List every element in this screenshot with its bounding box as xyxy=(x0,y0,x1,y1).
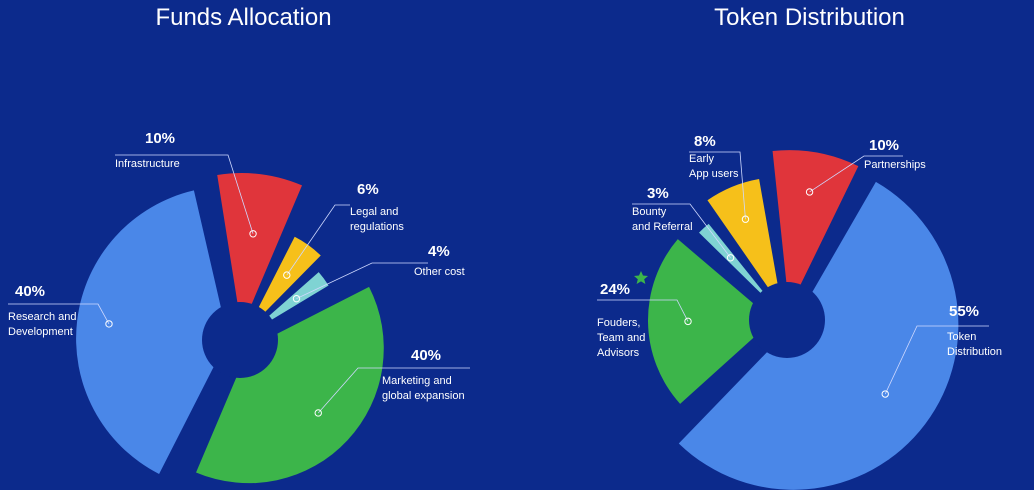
slice-infrastructure xyxy=(217,173,303,308)
leader-dot xyxy=(249,230,257,238)
leader-line xyxy=(286,204,350,276)
slice-other-cost xyxy=(266,272,329,322)
funds-allocation-chart: Funds Allocation 40% Research and Developm… xyxy=(8,4,470,484)
slice-label: Development xyxy=(8,326,73,338)
slice-label: Fouders, xyxy=(597,317,640,329)
leader-line xyxy=(597,299,689,322)
percent-label: 8% xyxy=(694,133,716,150)
percent-label: 40% xyxy=(411,347,441,364)
chart-title: Token Distribution xyxy=(714,4,905,31)
leader-line xyxy=(632,203,731,259)
star-icon xyxy=(634,271,648,284)
leader-dot xyxy=(314,409,322,417)
leader-dot xyxy=(726,254,735,262)
percent-label: 10% xyxy=(145,130,175,147)
slice-legal-and-regulations xyxy=(257,236,321,315)
slice-label: Marketing and xyxy=(382,375,452,387)
chart-title: Funds Allocation xyxy=(155,4,332,31)
slice-label: Research and xyxy=(8,311,77,323)
slice-label: Other cost xyxy=(414,266,465,278)
leader-dot xyxy=(741,215,750,223)
slice-early-app-users xyxy=(707,179,778,289)
leader-line xyxy=(809,155,903,193)
slice-label: Legal and xyxy=(350,206,398,218)
leader-dot xyxy=(292,294,301,303)
funds-allocation-pie: 40% Research and Development 10% Infrastruct… xyxy=(8,130,470,484)
slice-label: and Referral xyxy=(632,221,693,233)
leader-dot xyxy=(105,320,113,328)
slice-label: Partnerships xyxy=(864,159,926,171)
slice-research-and-development xyxy=(76,190,224,474)
slice-partnerships xyxy=(772,150,859,289)
percent-label: 24% xyxy=(600,281,630,298)
leader-dot xyxy=(283,271,291,279)
percent-label: 4% xyxy=(428,243,450,260)
slice-marketing-and-global-expansion xyxy=(196,286,384,484)
slice-label: global expansion xyxy=(382,390,465,402)
slice-label: Bounty xyxy=(632,206,667,218)
center-hole xyxy=(749,282,825,358)
percent-label: 55% xyxy=(949,303,979,320)
slice-label: Early xyxy=(689,153,715,165)
percent-label: 3% xyxy=(647,185,669,202)
annotations: 40% Research and Development 10% Infrastruct… xyxy=(8,130,470,417)
leader-dot xyxy=(805,188,814,196)
percent-label: 10% xyxy=(869,137,899,154)
slice-label: Distribution xyxy=(947,346,1002,358)
leader-line xyxy=(296,262,428,300)
percent-label: 6% xyxy=(357,181,379,198)
token-distribution-pie: 55% Token Distribution 24% Fouders, Team and A… xyxy=(597,133,1002,490)
slice-label: Token xyxy=(947,331,976,343)
leader-line xyxy=(689,151,746,220)
slice-label: Advisors xyxy=(597,347,640,359)
center-hole xyxy=(202,302,278,378)
leader-line xyxy=(884,325,989,395)
annotations: 55% Token Distribution 24% Fouders, Team and A… xyxy=(597,133,1002,398)
slice-label: Team and xyxy=(597,332,645,344)
leader-line xyxy=(317,367,470,414)
percent-label: 40% xyxy=(15,283,45,300)
leader-line xyxy=(115,154,254,234)
slice-label: Infrastructure xyxy=(115,158,180,170)
slice-label: App users xyxy=(689,168,739,180)
leader-dot xyxy=(684,317,692,326)
slice-bounty-and-referral xyxy=(699,223,764,295)
leader-dot xyxy=(881,390,889,398)
slice-fouders-team-and-advisors xyxy=(648,239,757,404)
slices xyxy=(76,173,384,484)
token-distribution-chart: Token Distribution 55% Token Distribution 2… xyxy=(517,0,1034,490)
leader-line xyxy=(8,303,110,325)
slice-label: regulations xyxy=(350,221,404,233)
